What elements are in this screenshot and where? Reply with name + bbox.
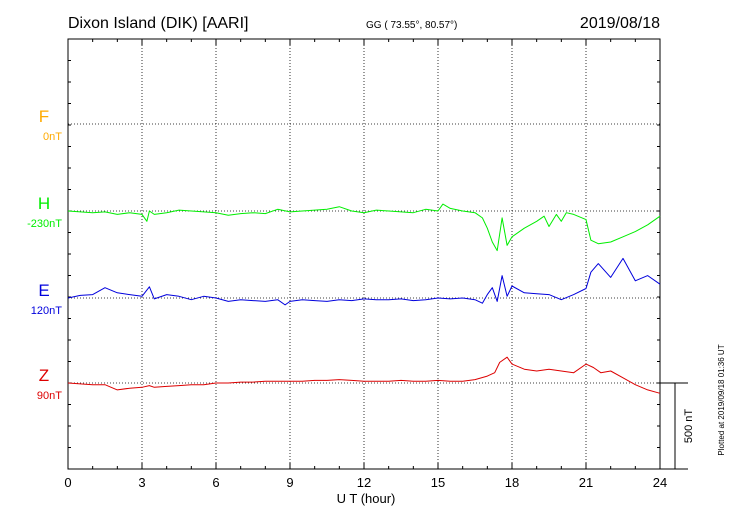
station-title: Dixon Island (DIK) [AARI] <box>68 15 249 32</box>
grid-layer <box>68 39 660 469</box>
x-ticks: 0 3 6 9 12 15 18 21 24 <box>64 38 667 490</box>
x-tick-label: 3 <box>138 475 145 490</box>
component-offset-z: 90nT <box>37 390 62 402</box>
series-line-z <box>67 356 661 394</box>
component-offset-e: 120nT <box>31 305 62 317</box>
scale-bar-label: 500 nT <box>683 409 695 444</box>
x-tick-label: 24 <box>653 475 667 490</box>
component-offset-f: 0nT <box>43 131 62 143</box>
component-letter-f: F <box>39 107 49 126</box>
x-tick-label: 9 <box>286 475 293 490</box>
component-labels: F 0nT H -230nT E 120nT Z 90nT <box>27 107 62 402</box>
x-tick-label: 21 <box>579 475 593 490</box>
plotted-note: Plotted at 2019/09/18 01:36 UT <box>717 344 726 455</box>
x-tick-label: 18 <box>505 475 519 490</box>
station-coords: GG ( 73.55°, 80.57°) <box>366 20 457 31</box>
plot-frame <box>67 38 661 470</box>
chart-date: 2019/08/18 <box>580 15 660 32</box>
component-offset-h: -230nT <box>27 218 62 230</box>
x-tick-label: 15 <box>431 475 445 490</box>
scale-bar: 500 nT <box>660 382 695 470</box>
component-letter-z: Z <box>39 366 49 385</box>
x-axis-label: U T (hour) <box>337 491 396 506</box>
series-layer <box>67 203 661 394</box>
component-letter-e: E <box>38 281 49 300</box>
x-tick-label: 6 <box>212 475 219 490</box>
x-tick-label: 12 <box>357 475 371 490</box>
series-line-e <box>67 257 661 306</box>
component-letter-h: H <box>38 194 50 213</box>
series-line-h <box>67 203 661 252</box>
x-tick-label: 0 <box>64 475 71 490</box>
